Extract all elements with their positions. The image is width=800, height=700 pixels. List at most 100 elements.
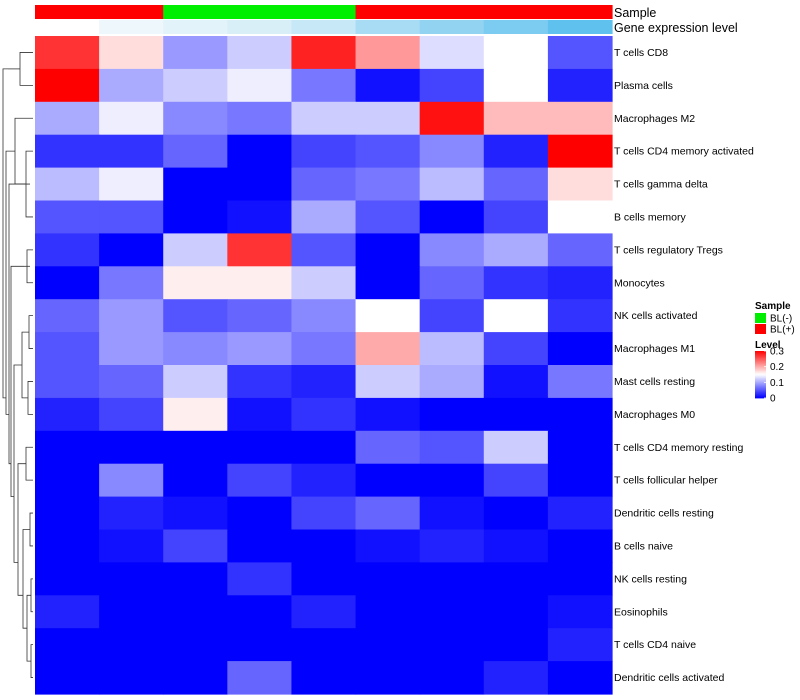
heatmap-cell (355, 562, 421, 596)
heatmap-cell (419, 661, 485, 695)
level-colorbar-segment (755, 393, 766, 395)
row-label: Dendritic cells activated (614, 672, 724, 684)
heatmap-cell (227, 167, 293, 202)
heatmap-cell (547, 332, 613, 366)
level-colorbar-segment (755, 394, 766, 397)
heatmap-cell (291, 332, 357, 366)
heatmap-cell (99, 68, 164, 103)
heatmap-cell (35, 529, 100, 563)
heatmap-cell (99, 233, 164, 267)
heatmap-cell (99, 167, 164, 202)
heatmap-cell (227, 36, 293, 70)
level-colorbar-segment (755, 360, 766, 362)
level-colorbar-segment (755, 363, 766, 366)
level-colorbar-segment (755, 382, 766, 385)
dendrogram-branch (28, 315, 33, 349)
heatmap-cell (163, 36, 228, 70)
heatmap-cell (163, 529, 228, 563)
level-colorbar-segment (755, 354, 766, 357)
level-tick-label: 0.3 (770, 347, 784, 358)
row-label: T cells CD4 naive (614, 639, 696, 651)
heatmap-cell (291, 167, 357, 202)
dendrogram-branch (30, 644, 33, 678)
heatmap-cell (35, 233, 100, 267)
heatmap-cell (355, 68, 421, 103)
heatmap-cell (355, 200, 421, 234)
sample-annotation-cell (547, 5, 613, 19)
heatmap-cells (35, 36, 613, 695)
heatmap-cell (483, 101, 549, 136)
level-colorbar-segment (755, 374, 766, 377)
level-colorbar-segment (755, 369, 766, 372)
sample-legend-label: BL(-) (770, 314, 792, 325)
row-label: NK cells resting (614, 573, 687, 585)
sample-annotation-cell (35, 5, 100, 19)
heatmap-cell (163, 397, 228, 432)
heatmap-cell (419, 595, 485, 629)
heatmap-cell (227, 233, 293, 267)
level-colorbar-segment (755, 396, 766, 399)
heatmap-cell (355, 628, 421, 662)
level-colorbar-segment (755, 381, 766, 384)
heatmap-cell (227, 299, 293, 333)
level-colorbar-segment (755, 385, 766, 387)
level-colorbar-segment (755, 378, 766, 380)
row-label: Mast cells resting (614, 376, 695, 388)
level-tick-label: 0 (770, 394, 776, 405)
level-colorbar-segment (755, 368, 766, 371)
heatmap-cell (547, 233, 613, 267)
heatmap-cell (227, 134, 293, 169)
level-colorbar-segment (755, 367, 766, 370)
heatmap-cell (547, 661, 613, 695)
heatmap-cell (355, 661, 421, 695)
heatmap-cell (227, 529, 293, 563)
heatmap-cell (291, 365, 357, 399)
heatmap-cell (291, 529, 357, 563)
level-colorbar-segment (755, 372, 766, 374)
heatmap-cell (547, 200, 613, 234)
row-label: Dendritic cells resting (614, 508, 714, 520)
heatmap-cell (483, 200, 549, 234)
heatmap-cell (227, 595, 293, 629)
expression-annotation-cell (291, 20, 357, 34)
heatmap-cell (547, 101, 613, 136)
row-label: T cells regulatory Tregs (614, 244, 723, 256)
level-colorbar-segment (755, 383, 766, 386)
heatmap-cell (419, 562, 485, 596)
heatmap-cell (483, 299, 549, 333)
heatmap-cell (227, 661, 293, 695)
heatmap-cell (163, 233, 228, 267)
level-colorbar-segment (755, 379, 766, 381)
sample-annotation-cell (99, 5, 164, 19)
heatmap-cell (35, 365, 100, 399)
expression-annotation-cell (483, 20, 549, 34)
heatmap-cell (419, 397, 485, 432)
heatmap-cell (547, 463, 613, 498)
dendrogram-branch (26, 594, 31, 662)
expression-annotation-cell (227, 20, 293, 34)
heatmap-cell (291, 595, 357, 629)
dendrogram-branch (27, 381, 33, 415)
heatmap-cell (483, 463, 549, 498)
heatmap-cell (99, 200, 164, 234)
heatmap-cell (99, 595, 164, 629)
heatmap-cell (227, 332, 293, 366)
level-colorbar-segment (755, 362, 766, 365)
heatmap-cell (419, 233, 485, 267)
heatmap-cell (227, 496, 293, 531)
heatmap-cell (35, 430, 100, 465)
row-label: T cells follicular helper (614, 475, 718, 487)
level-tick-label: 0.1 (770, 378, 784, 389)
heatmap-cell (355, 365, 421, 399)
heatmap-cell (547, 562, 613, 596)
row-dendrogram (2, 52, 33, 678)
heatmap-cell (483, 595, 549, 629)
heatmap-cell (35, 332, 100, 366)
heatmap-cell (227, 101, 293, 136)
heatmap-cell (35, 36, 100, 70)
dendrogram-branch (30, 578, 33, 613)
row-label: NK cells activated (614, 310, 698, 322)
heatmap-cell (163, 661, 228, 695)
level-legend-title: Level (755, 340, 781, 351)
heatmap-cell (419, 299, 485, 333)
